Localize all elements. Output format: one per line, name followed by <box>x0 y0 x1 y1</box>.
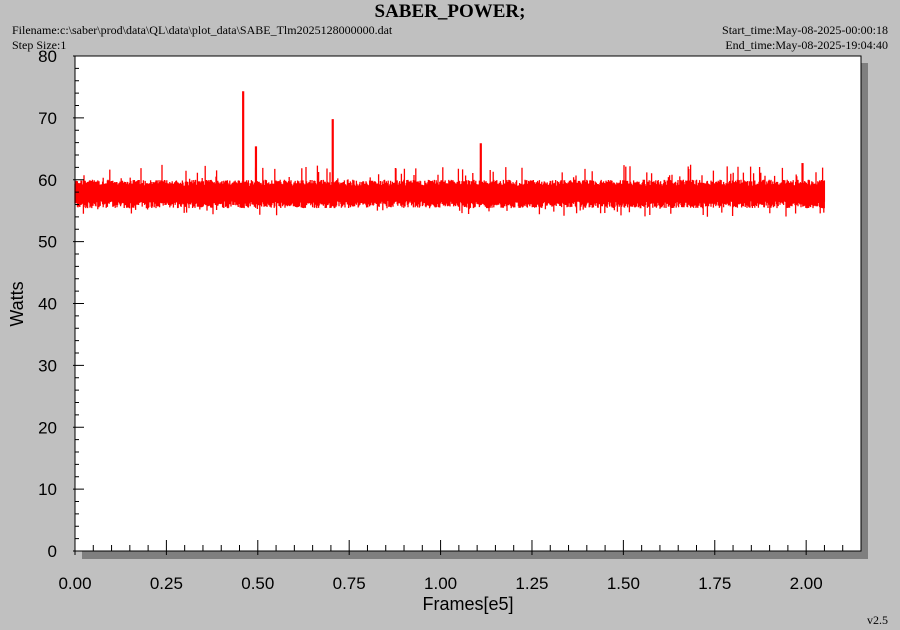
y-tick-label: 20 <box>38 418 57 437</box>
y-tick-label: 80 <box>38 47 57 66</box>
x-tick-label: 1.00 <box>424 574 457 593</box>
filename-label: Filename:c:\saber\prod\data\QL\data\plot… <box>12 23 393 37</box>
y-tick-label: 60 <box>38 171 57 190</box>
y-axis-title: Watts <box>7 281 27 326</box>
axis-layer: 0 10 20 30 40 50 60 70 80 0.00 0.25 0.50 0.75 1.00 1.2… <box>38 47 862 593</box>
x-tick-label: 0.00 <box>58 574 91 593</box>
y-tick-label: 0 <box>48 542 57 561</box>
plot-area <box>74 55 862 552</box>
y-tick-label: 50 <box>38 233 57 252</box>
y-tick-label: 30 <box>38 356 57 375</box>
y-tick-label: 70 <box>38 109 57 128</box>
x-tick-label: 0.75 <box>333 574 366 593</box>
x-tick-label: 0.50 <box>241 574 274 593</box>
chart-title: SABER_POWER; <box>374 1 526 22</box>
y-tick-label: 10 <box>38 480 57 499</box>
x-tick-label: 1.75 <box>698 574 731 593</box>
x-tick-label: 1.50 <box>607 574 640 593</box>
x-axis-title: Frames[e5] <box>422 594 513 614</box>
version-label: v2.5 <box>867 613 888 627</box>
y-tick-label: 40 <box>38 295 57 314</box>
x-tick-label: 2.00 <box>790 574 823 593</box>
step-size-label: Step Size:1 <box>12 38 67 52</box>
x-tick-label: 0.25 <box>150 574 183 593</box>
end-time-label: End_time:May-08-2025-19:04:40 <box>725 38 888 52</box>
start-time-label: Start_time:May-08-2025-00:00:18 <box>722 23 888 37</box>
x-tick-label: 1.25 <box>515 574 548 593</box>
